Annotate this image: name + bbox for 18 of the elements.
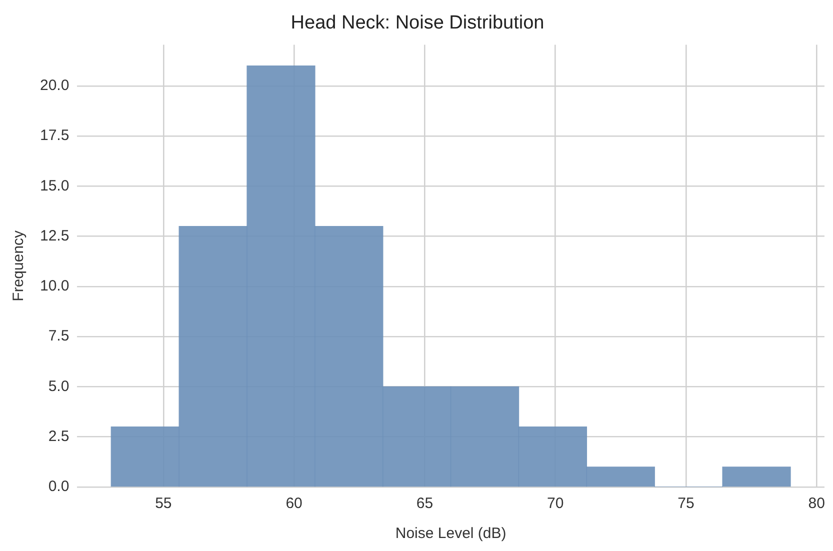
- y-tick-label: 20.0: [40, 77, 70, 94]
- y-axis-title: Frequency: [10, 230, 28, 302]
- chart-title: Head Neck: Noise Distribution: [290, 12, 544, 34]
- y-tick-label: 17.5: [40, 127, 70, 144]
- y-tick-label: 10.0: [40, 278, 70, 295]
- x-tick-label: 80: [808, 495, 825, 512]
- x-tick-label: 75: [678, 495, 694, 512]
- x-tick-label: 65: [416, 495, 434, 512]
- y-tick-label: 5.0: [48, 378, 70, 395]
- y-tick-label: 12.5: [40, 227, 70, 244]
- y-tick-label: 15.0: [40, 177, 70, 194]
- x-tick-label: 60: [286, 495, 302, 512]
- x-tick-label: 70: [546, 495, 564, 512]
- x-axis-title: Noise Level (dB): [395, 525, 506, 542]
- y-tick-label: 0.0: [48, 478, 70, 496]
- x-tick-label: 55: [155, 495, 172, 512]
- y-tick-label: 7.5: [48, 328, 70, 345]
- y-tick-label: 2.5: [48, 428, 70, 446]
